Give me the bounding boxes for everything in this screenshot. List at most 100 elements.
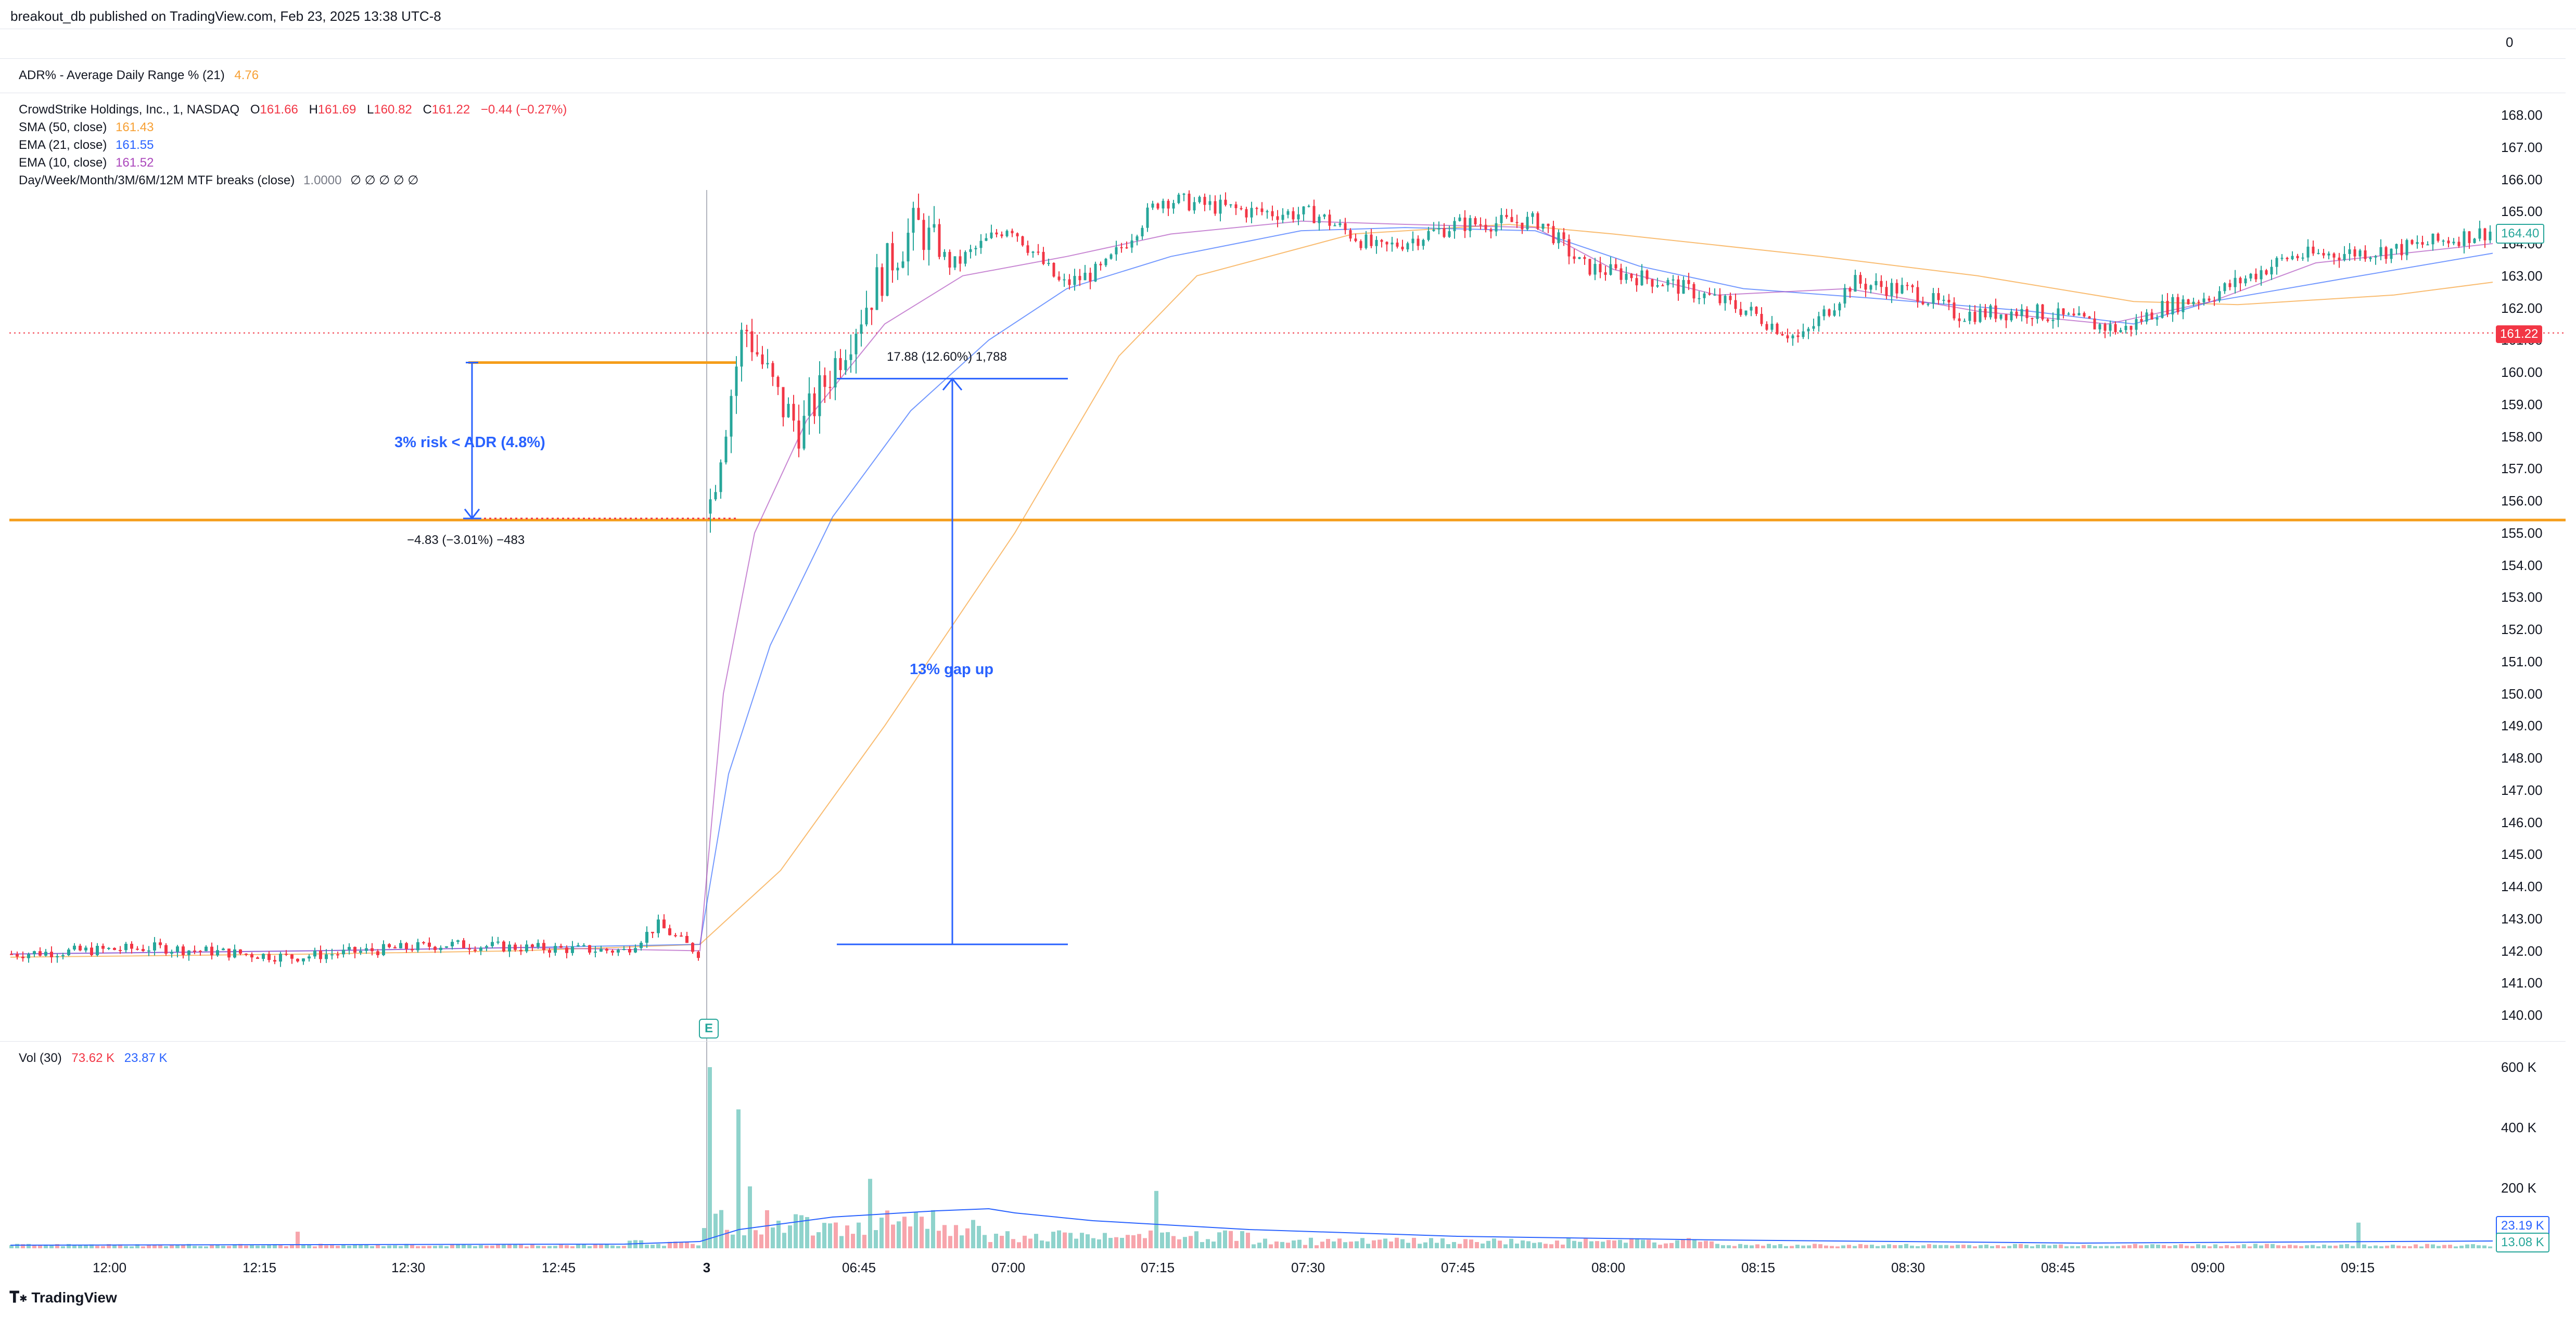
risk-measure-label: −4.83 (−3.01%) −483 bbox=[407, 533, 525, 547]
volume-bar bbox=[2454, 1246, 2458, 1248]
volume-bar bbox=[147, 1244, 151, 1248]
time-tick-label: 09:00 bbox=[2191, 1260, 2225, 1275]
brand-name: TradingView bbox=[31, 1289, 117, 1306]
gap-measure-label: 17.88 (12.60%) 1,788 bbox=[887, 350, 1007, 364]
volume-bar bbox=[1475, 1242, 1479, 1248]
candle-body bbox=[1240, 208, 1243, 209]
candle-body bbox=[844, 360, 847, 370]
candle-body bbox=[2317, 252, 2320, 254]
candle-body bbox=[875, 267, 878, 310]
volume-bar bbox=[1715, 1244, 1719, 1248]
candle-body bbox=[719, 462, 722, 492]
candle-body bbox=[1734, 300, 1737, 309]
sma-label: SMA (50, close) bbox=[19, 120, 107, 134]
volume-bar bbox=[2402, 1246, 2406, 1248]
volume-bar bbox=[1389, 1241, 1393, 1248]
volume-bar bbox=[1589, 1241, 1593, 1248]
volume-bar bbox=[1979, 1245, 1983, 1248]
candle-body bbox=[1484, 224, 1487, 230]
symbol-row[interactable]: CrowdStrike Holdings, Inc., 1, NASDAQ O1… bbox=[19, 101, 567, 119]
volume-bar bbox=[965, 1228, 970, 1248]
price-tick-label: 152.00 bbox=[2501, 622, 2543, 637]
candle-body bbox=[1307, 206, 1310, 207]
volume-bar bbox=[1710, 1241, 1714, 1248]
volume-bar bbox=[2465, 1244, 2469, 1248]
candle-body bbox=[2254, 273, 2258, 280]
volume-bar bbox=[1303, 1245, 1307, 1248]
volume-pane-divider bbox=[0, 1041, 2566, 1042]
candle-body bbox=[56, 956, 59, 957]
volume-bar bbox=[736, 1109, 741, 1248]
main-legend[interactable]: CrowdStrike Holdings, Inc., 1, NASDAQ O1… bbox=[19, 101, 567, 189]
candle-body bbox=[1125, 247, 1128, 249]
candle-body bbox=[250, 954, 253, 958]
candle-body bbox=[1880, 281, 1883, 287]
risk-annotation[interactable]: 3% risk < ADR (4.8%) bbox=[394, 434, 545, 451]
volume-bar bbox=[1509, 1238, 1513, 1248]
volume-bar bbox=[542, 1246, 546, 1248]
sma-value: 161.43 bbox=[116, 120, 154, 134]
candle-body bbox=[2384, 247, 2388, 259]
candle-body bbox=[974, 248, 977, 249]
candle-body bbox=[1323, 214, 1326, 217]
candle-body bbox=[1500, 214, 1503, 223]
adr-legend[interactable]: ADR% - Average Daily Range % (21) 4.76 bbox=[19, 67, 259, 84]
candle-body bbox=[2364, 250, 2367, 259]
candle-body bbox=[674, 935, 677, 936]
volume-bar bbox=[1921, 1245, 1925, 1248]
volume-bar bbox=[2190, 1246, 2195, 1248]
candle-body bbox=[2202, 298, 2205, 302]
volume-bar bbox=[2293, 1245, 2298, 1248]
candle-body bbox=[1625, 273, 1628, 280]
sma-row[interactable]: SMA (50, close) 161.43 bbox=[19, 119, 567, 136]
candle-body bbox=[1895, 283, 1898, 294]
volume-bar bbox=[713, 1213, 718, 1248]
candle-body bbox=[519, 949, 522, 952]
volume-bar bbox=[1973, 1246, 1977, 1248]
volume-legend[interactable]: Vol (30) 73.62 K 23.87 K bbox=[19, 1049, 168, 1067]
price-tick-label: 163.00 bbox=[2501, 268, 2543, 284]
time-tick-label: 07:45 bbox=[1441, 1260, 1475, 1275]
candle-body bbox=[1479, 224, 1482, 225]
volume-bar bbox=[2316, 1246, 2320, 1248]
candle-body bbox=[245, 953, 248, 955]
candle-body bbox=[776, 376, 780, 387]
brand[interactable]: 𝐓∗ TradingView bbox=[9, 1289, 117, 1307]
gap-annotation[interactable]: 13% gap up bbox=[910, 661, 994, 678]
earnings-badge[interactable]: E bbox=[699, 1019, 719, 1039]
candle-body bbox=[1297, 214, 1300, 220]
candle-body bbox=[508, 944, 511, 952]
candle-body bbox=[2197, 301, 2200, 303]
volume-bar bbox=[1566, 1238, 1571, 1248]
candle-body bbox=[645, 932, 648, 943]
volume-bar bbox=[1423, 1242, 1427, 1248]
candle-body bbox=[1760, 313, 1763, 324]
candle-body bbox=[1942, 299, 1945, 301]
candle-body bbox=[296, 958, 299, 961]
mtf-label: Day/Week/Month/3M/6M/12M MTF breaks (clo… bbox=[19, 173, 295, 187]
mtf-row[interactable]: Day/Week/Month/3M/6M/12M MTF breaks (clo… bbox=[19, 172, 567, 189]
candle-body bbox=[1401, 246, 1404, 250]
volume-bar bbox=[1446, 1244, 1450, 1248]
time-tick-label: 08:00 bbox=[1591, 1260, 1626, 1275]
ema21-row[interactable]: EMA (21, close) 161.55 bbox=[19, 136, 567, 154]
volume-bar bbox=[1521, 1240, 1525, 1248]
candle-body bbox=[933, 224, 936, 228]
candle-body bbox=[2296, 256, 2299, 258]
candle-body bbox=[1063, 279, 1066, 281]
volume-bar bbox=[1750, 1245, 1754, 1248]
candle-body bbox=[1286, 211, 1290, 215]
candle-body bbox=[1713, 294, 1716, 296]
volume-bar bbox=[1412, 1237, 1416, 1248]
candle-body bbox=[514, 944, 517, 950]
volume-bar bbox=[1961, 1245, 1966, 1248]
candle-body bbox=[1666, 280, 1669, 286]
candle-body bbox=[1578, 257, 1581, 259]
volume-bar bbox=[702, 1228, 706, 1248]
ema10-row[interactable]: EMA (10, close) 161.52 bbox=[19, 154, 567, 172]
candle-body bbox=[2176, 297, 2179, 312]
candle-body bbox=[222, 948, 225, 951]
volume-bar bbox=[1023, 1235, 1027, 1248]
volume-bar bbox=[1137, 1234, 1141, 1248]
